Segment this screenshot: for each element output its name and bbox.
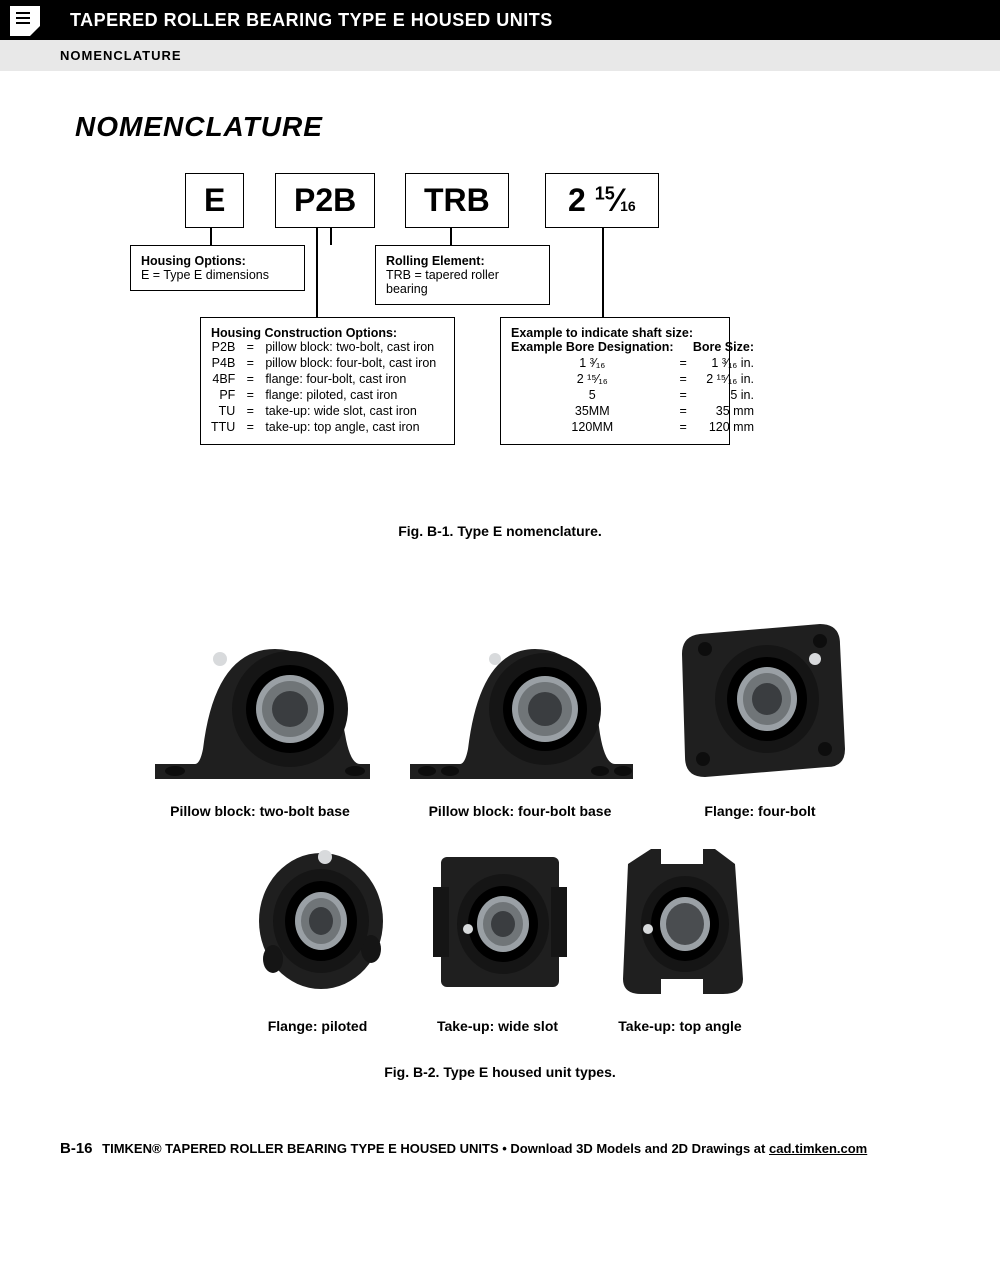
page-icon (10, 6, 40, 36)
products-region: Pillow block: two-bolt base (120, 599, 880, 1034)
product-takeup-wide: Take-up: wide slot (423, 839, 573, 1034)
rolling-element-box: Rolling Element: TRB = tapered roller be… (375, 245, 550, 305)
product-takeup-top: Take-up: top angle (603, 839, 758, 1034)
page-footer: B-16 TIMKEN® TAPERED ROLLER BEARING TYPE… (0, 1140, 1000, 1187)
shaft-size-box: Example to indicate shaft size: Example … (500, 317, 730, 445)
product-pillow-2bolt: Pillow block: two-bolt base (145, 599, 375, 819)
fig-b1-caption: Fig. B-1. Type E nomenclature. (0, 523, 1000, 539)
construction-table: P2B=pillow block: two-bolt, cast iron P4… (211, 340, 442, 436)
drawing-flange-4bolt (665, 599, 855, 789)
code-box-trb: TRB (405, 173, 509, 228)
code-box-p2b: P2B (275, 173, 375, 228)
code-box-size: 2 15⁄16 (545, 173, 659, 228)
product-pillow-4bolt: Pillow block: four-bolt base (405, 599, 635, 819)
cad-link[interactable]: cad.timken.com (769, 1141, 867, 1156)
drawing-pillow-4bolt (405, 599, 635, 789)
product-flange-piloted: Flange: piloted (243, 839, 393, 1034)
fig-b2-caption: Fig. B-2. Type E housed unit types. (0, 1064, 1000, 1080)
product-flange-4bolt: Flange: four-bolt (665, 599, 855, 819)
section-title: NOMENCLATURE (75, 111, 1000, 143)
drawing-flange-piloted (243, 839, 393, 1004)
drawing-takeup-top (603, 839, 758, 1004)
drawing-pillow-2bolt (145, 599, 375, 789)
header-bar: TAPERED ROLLER BEARING TYPE E HOUSED UNI… (0, 0, 1000, 40)
header-title: TAPERED ROLLER BEARING TYPE E HOUSED UNI… (70, 10, 553, 31)
construction-box: Housing Construction Options: P2B=pillow… (200, 317, 455, 445)
nomenclature-diagram: E P2B TRB 2 15⁄16 Housing Options: E = T… (120, 173, 880, 493)
code-box-e: E (185, 173, 244, 228)
header-subtitle: NOMENCLATURE (0, 40, 1000, 71)
housing-options-box: Housing Options: E = Type E dimensions (130, 245, 305, 291)
shaft-size-table: Example Bore Designation:Bore Size: 1 ³⁄… (511, 340, 760, 436)
drawing-takeup-wide (423, 839, 573, 1004)
